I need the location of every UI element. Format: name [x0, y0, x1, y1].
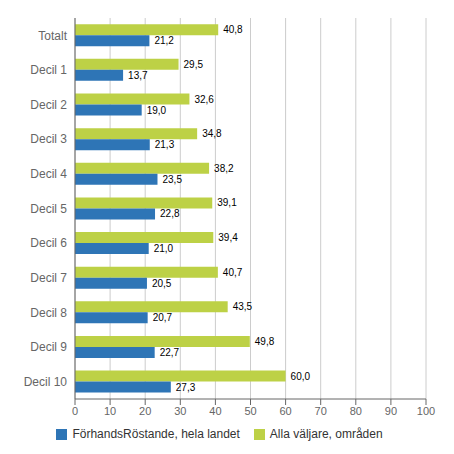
- svg-text:Decil 6: Decil 6: [30, 236, 67, 250]
- svg-text:34,8: 34,8: [202, 128, 222, 139]
- svg-text:0: 0: [72, 405, 78, 417]
- svg-text:20,5: 20,5: [152, 278, 172, 289]
- svg-text:10: 10: [104, 405, 116, 417]
- svg-text:22,8: 22,8: [160, 208, 180, 219]
- svg-text:Decil 3: Decil 3: [30, 132, 67, 146]
- svg-text:23,5: 23,5: [162, 174, 182, 185]
- svg-text:21,3: 21,3: [155, 139, 175, 150]
- svg-text:Decil 7: Decil 7: [30, 271, 67, 285]
- svg-text:43,5: 43,5: [233, 301, 253, 312]
- svg-text:100: 100: [417, 405, 435, 417]
- html-text:FörhandsRöstande, hela landet: FörhandsRöstande, hela landet: [72, 427, 240, 441]
- svg-text:19,0: 19,0: [147, 105, 167, 116]
- svg-text:30: 30: [174, 405, 186, 417]
- svg-text:60,0: 60,0: [291, 371, 311, 382]
- svg-text:29,5: 29,5: [184, 59, 204, 70]
- svg-text:Decil 5: Decil 5: [30, 202, 67, 216]
- svg-text:40: 40: [209, 405, 221, 417]
- svg-text:60: 60: [279, 405, 291, 417]
- svg-text:39,1: 39,1: [217, 197, 237, 208]
- html-text:Alla väljare, områden: Alla väljare, områden: [269, 427, 383, 441]
- svg-text:40,7: 40,7: [223, 267, 243, 278]
- svg-text:50: 50: [244, 405, 256, 417]
- svg-text:27,3: 27,3: [176, 382, 196, 393]
- svg-text:80: 80: [350, 405, 362, 417]
- svg-text:39,4: 39,4: [218, 232, 238, 243]
- svg-text:90: 90: [385, 405, 397, 417]
- svg-text:20: 20: [139, 405, 151, 417]
- svg-text:Totalt: Totalt: [38, 29, 67, 43]
- svg-text:40,8: 40,8: [223, 24, 243, 35]
- svg-text:22,7: 22,7: [160, 347, 180, 358]
- svg-text:13,7: 13,7: [128, 70, 148, 81]
- svg-text:Decil 2: Decil 2: [30, 98, 67, 112]
- svg-text:Decil 4: Decil 4: [30, 167, 67, 181]
- svg-text:Decil 1: Decil 1: [30, 63, 67, 77]
- svg-text:Decil 8: Decil 8: [30, 306, 67, 320]
- svg-text:21,0: 21,0: [154, 243, 174, 254]
- svg-text:Decil 9: Decil 9: [30, 340, 67, 354]
- svg-text:70: 70: [315, 405, 327, 417]
- svg-text:38,2: 38,2: [214, 163, 234, 174]
- svg-text:49,8: 49,8: [255, 336, 275, 347]
- svg-text:32,6: 32,6: [194, 94, 214, 105]
- svg-text:Decil 10: Decil 10: [24, 375, 68, 389]
- svg-text:21,2: 21,2: [154, 35, 174, 46]
- svg-text:20,7: 20,7: [153, 312, 173, 323]
